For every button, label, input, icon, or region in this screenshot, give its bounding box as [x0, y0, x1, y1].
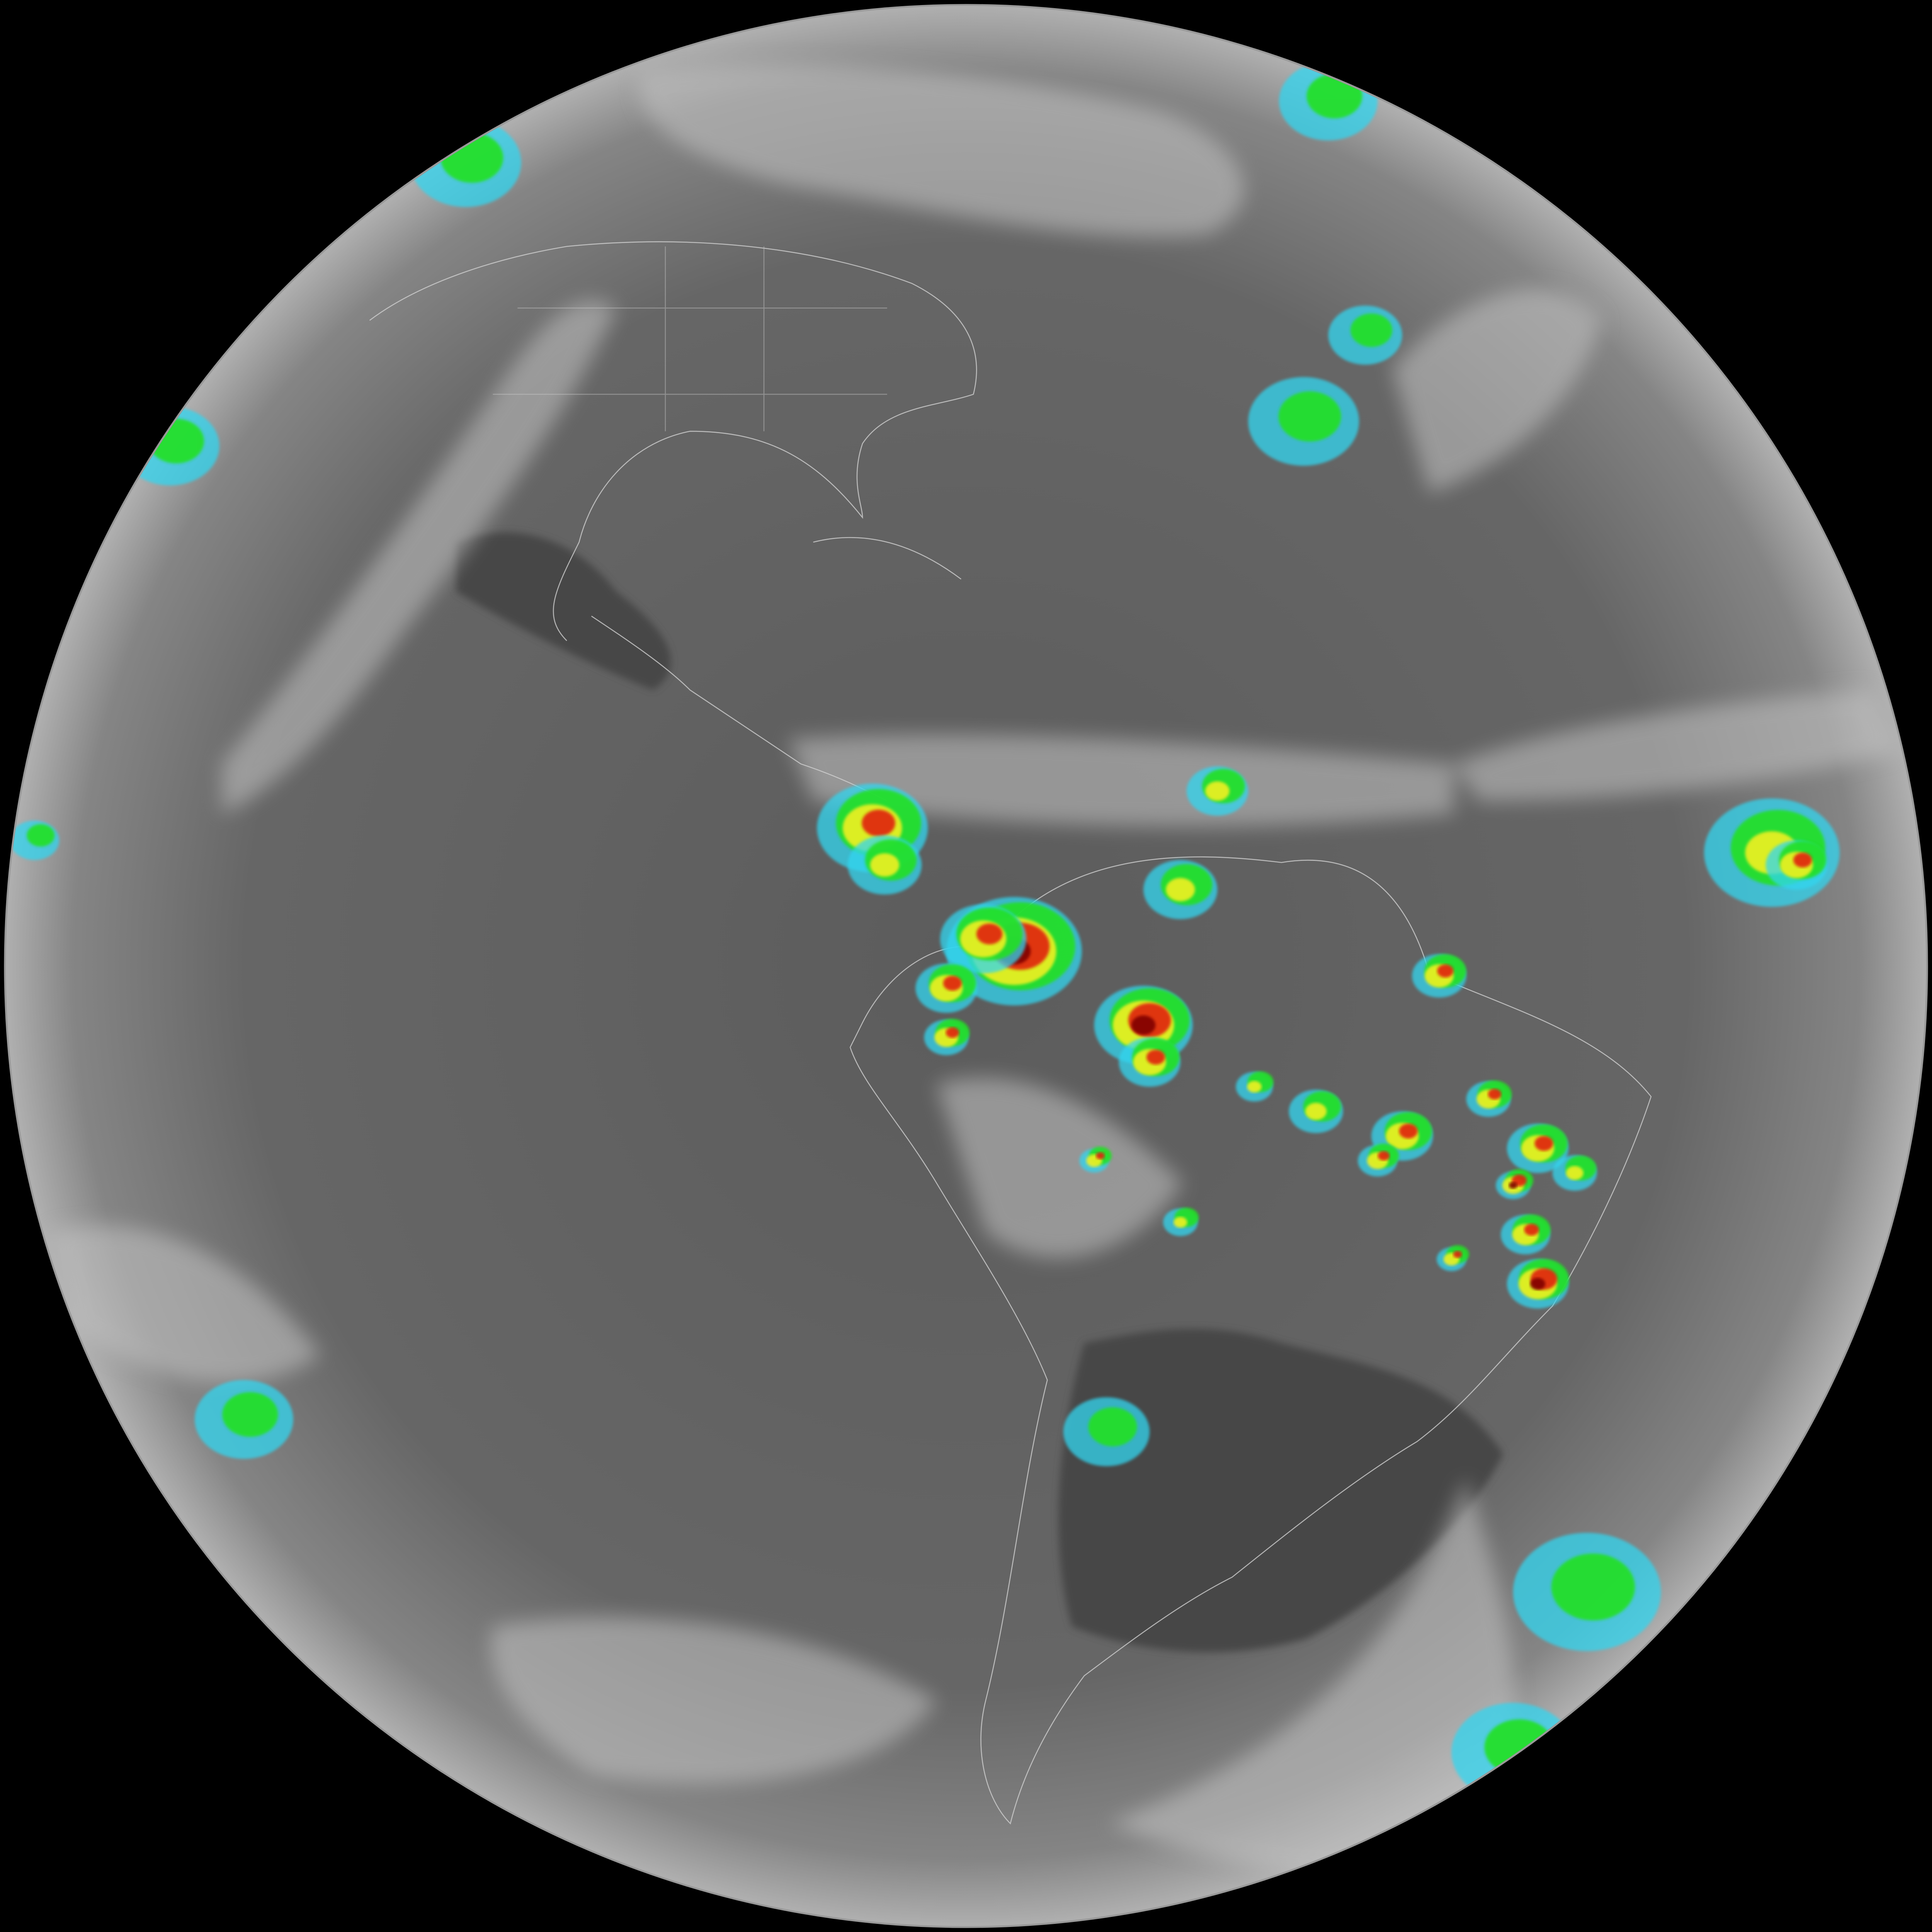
storm-cell: [946, 1027, 959, 1038]
central-america-outline: [591, 616, 888, 801]
storm-cell: [1566, 1166, 1583, 1180]
south-america-outline: [849, 856, 1652, 1825]
storm-cell: [976, 923, 1003, 945]
storm-cell: [1488, 1088, 1502, 1100]
storm-cell: [1305, 1103, 1327, 1120]
storm-cell: [1437, 964, 1454, 978]
storm-cell: [1205, 781, 1230, 801]
storm-cell: [1173, 1217, 1187, 1228]
storm-cell: [1166, 878, 1195, 901]
storm-cell: [1551, 1553, 1635, 1621]
storm-cell: [943, 976, 962, 991]
storm-cell: [1131, 1015, 1156, 1035]
storm-cell: [222, 1392, 278, 1437]
storm-cell: [1247, 1081, 1262, 1093]
storm-cell: [1453, 1250, 1462, 1258]
north-america-outline: [369, 241, 977, 641]
storm-cell: [1146, 1049, 1165, 1065]
storm-cell: [870, 853, 900, 877]
disk-limb: [4, 4, 1928, 1928]
storm-cell: [1530, 1278, 1546, 1290]
storm-cell: [27, 824, 55, 847]
storm-cell: [862, 810, 895, 837]
storm-cell: [1378, 1151, 1390, 1161]
storm-cell: [1534, 1136, 1553, 1151]
cuba-outline: [813, 537, 962, 580]
storm-cell: [1399, 1124, 1418, 1139]
cloud-bands: [49, 64, 1898, 1875]
coastline-outlines: [369, 241, 1652, 1825]
storm-cell: [1088, 1407, 1137, 1447]
storm-cell: [1509, 1182, 1517, 1189]
storm-cell: [1350, 313, 1393, 347]
storm-cell: [1793, 852, 1812, 868]
storm-cell: [1096, 1152, 1105, 1160]
state-borders: [493, 246, 887, 432]
storm-cell: [1524, 1223, 1539, 1236]
storm-cell: [1278, 391, 1341, 442]
land-masses: [456, 532, 1503, 1652]
